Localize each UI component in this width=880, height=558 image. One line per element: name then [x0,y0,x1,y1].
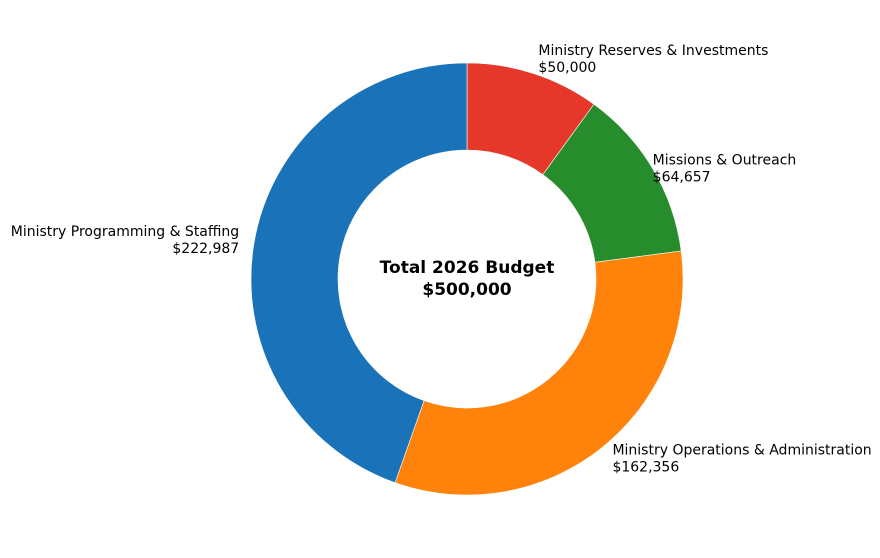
center-title: Total 2026 Budget [380,258,555,278]
center-total: $500,000 [422,280,511,300]
label-name: Ministry Reserves & Investments [538,43,768,59]
label-name: Missions & Outreach [653,153,797,169]
label-missions-and-outreach: Missions & Outreach $64,657 [653,153,797,186]
label-value: $222,987 [172,241,239,257]
label-value: $162,356 [612,460,679,476]
label-value: $64,657 [653,170,711,186]
label-value: $50,000 [538,60,596,76]
slice-labels: Ministry Reserves & Investments $50,000Mi… [11,43,872,475]
donut-slices [250,62,684,496]
slice-ministry-programming-and-staffing [250,62,468,484]
label-name: Ministry Programming & Staffing [11,224,239,240]
label-name: Ministry Operations & Administration [612,443,871,459]
label-ministry-operations-and-administration: Ministry Operations & Administration $162… [612,443,871,476]
label-ministry-programming-and-staffing: Ministry Programming & Staffing $222,987 [11,224,239,257]
slice-ministry-operations-and-administration [394,250,684,496]
label-ministry-reserves-and-investments: Ministry Reserves & Investments $50,000 [538,43,768,76]
